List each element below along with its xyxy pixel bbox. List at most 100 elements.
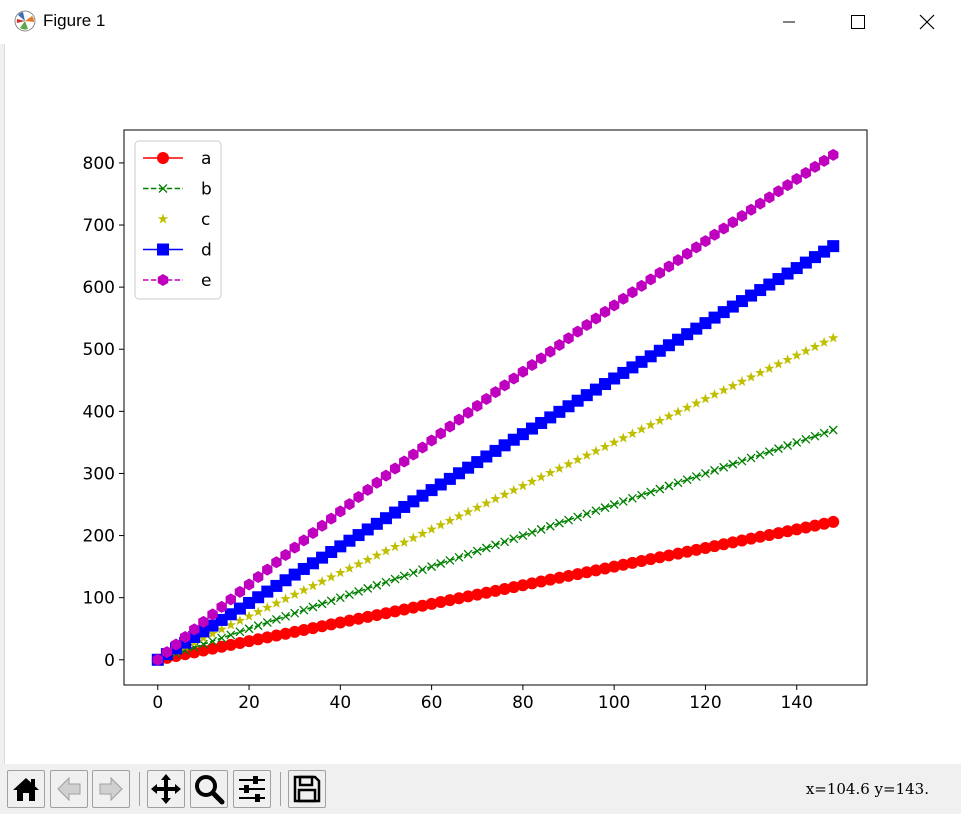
data-point-marker	[664, 481, 674, 491]
data-point-marker	[399, 455, 410, 468]
minimize-button[interactable]	[754, 0, 824, 44]
data-point-marker	[718, 222, 729, 235]
data-point-marker	[654, 415, 666, 426]
data-point-marker	[563, 458, 574, 469]
data-point-marker	[290, 608, 300, 618]
data-point-marker	[581, 319, 592, 332]
data-point-marker	[407, 495, 420, 508]
data-point-marker	[589, 564, 602, 577]
figure-canvas[interactable]: 0 20 40 60 80 100 120 140 0 100 200 300 400 500 600 700…	[5, 44, 961, 764]
data-point-marker	[799, 521, 812, 534]
data-point-marker	[298, 584, 310, 595]
data-point-marker	[818, 336, 830, 347]
data-point-marker	[772, 273, 785, 286]
maximize-icon	[851, 15, 865, 29]
configure-subplots-icon	[239, 776, 265, 802]
x-tick-label: 0	[152, 693, 163, 713]
data-point-marker	[663, 410, 675, 421]
configure-subplots-button[interactable]	[233, 770, 271, 808]
data-point-marker	[298, 534, 310, 547]
data-point-marker	[472, 399, 483, 412]
data-point-marker	[389, 605, 402, 618]
data-point-marker	[352, 529, 365, 542]
data-point-marker	[819, 428, 829, 438]
data-point-marker	[198, 615, 209, 628]
data-point-marker	[735, 534, 748, 547]
data-point-marker	[389, 506, 402, 519]
forward-button[interactable]	[92, 770, 130, 808]
save-button[interactable]	[288, 770, 326, 808]
data-point-marker	[325, 618, 338, 631]
data-point-marker	[553, 405, 566, 418]
data-point-marker	[690, 322, 703, 335]
data-point-marker	[818, 154, 830, 167]
data-point-marker	[390, 574, 400, 584]
data-point-marker	[644, 553, 657, 566]
data-point-marker	[553, 571, 566, 584]
data-point-marker	[289, 541, 300, 554]
close-button[interactable]	[892, 0, 961, 44]
data-point-marker	[809, 341, 821, 352]
data-point-marker	[526, 577, 539, 590]
data-point-marker	[591, 506, 601, 516]
data-point-marker	[810, 431, 820, 441]
zoom-button[interactable]	[190, 770, 228, 808]
data-point-marker	[398, 603, 411, 616]
pan-button[interactable]	[147, 770, 185, 808]
data-point-marker	[307, 527, 319, 540]
back-button[interactable]	[50, 770, 88, 808]
home-button[interactable]	[7, 770, 45, 808]
data-point-marker	[252, 591, 265, 604]
data-point-marker	[243, 635, 256, 648]
title-bar: Figure 1	[0, 0, 961, 44]
data-point-marker	[745, 289, 758, 302]
data-point-marker	[572, 325, 583, 338]
data-point-marker	[645, 419, 656, 430]
data-point-marker	[790, 523, 803, 536]
data-point-marker	[444, 515, 456, 526]
data-point-marker	[662, 549, 675, 562]
data-point-marker	[509, 534, 519, 544]
maximize-button[interactable]	[823, 0, 893, 44]
data-point-marker	[353, 558, 364, 569]
data-point-marker	[589, 383, 602, 396]
axes-frame	[123, 129, 868, 686]
data-point-marker	[206, 619, 219, 632]
data-point-marker	[398, 536, 410, 547]
y-tick-label: 200	[83, 527, 115, 547]
save-icon	[293, 775, 321, 803]
data-point-marker	[444, 420, 456, 433]
data-point-marker	[746, 453, 756, 463]
data-point-marker	[462, 406, 474, 419]
data-point-marker	[243, 596, 256, 609]
data-point-marker	[472, 546, 482, 556]
y-tick-label: 100	[83, 589, 115, 609]
data-point-marker	[764, 363, 775, 373]
data-point-marker	[288, 568, 301, 581]
data-point-marker	[792, 437, 802, 447]
data-point-marker	[726, 300, 739, 313]
data-point-marker	[380, 545, 392, 556]
data-point-marker	[718, 384, 729, 395]
data-point-marker	[198, 632, 209, 643]
data-point-marker	[426, 523, 437, 534]
data-point-marker	[215, 613, 228, 626]
data-point-marker	[691, 397, 702, 408]
data-point-marker	[435, 427, 446, 440]
data-point-marker	[462, 590, 475, 603]
minimize-icon	[783, 21, 795, 23]
data-point-marker	[781, 267, 794, 280]
data-point-marker	[727, 380, 739, 391]
data-point-marker	[379, 512, 392, 525]
legend-label: c	[201, 210, 210, 230]
data-point-marker	[527, 528, 537, 537]
data-point-marker	[518, 531, 528, 541]
data-point-marker	[535, 575, 548, 588]
data-point-marker	[344, 562, 355, 573]
data-point-marker	[416, 489, 429, 502]
data-point-marker	[654, 266, 665, 279]
data-point-marker	[800, 166, 812, 179]
data-point-marker	[709, 389, 720, 400]
data-point-marker	[700, 468, 710, 478]
data-point-marker	[490, 493, 501, 504]
